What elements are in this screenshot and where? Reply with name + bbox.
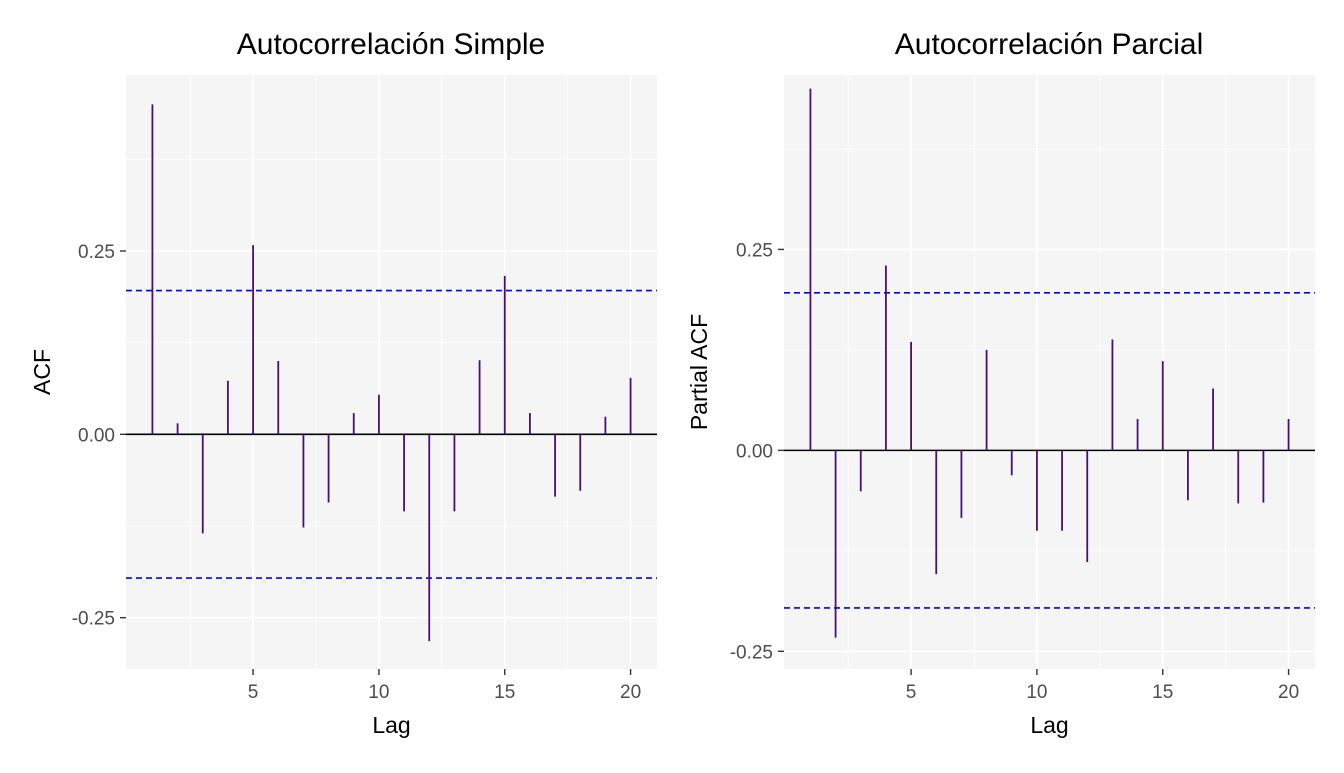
panel2-x-tick-label: 15 <box>1152 682 1173 703</box>
panel2-y-tick-label: 0.25 <box>736 240 773 261</box>
panel2-x-axis-title: Lag <box>1030 712 1068 738</box>
panel2-y-tick-label: 0.00 <box>736 441 773 462</box>
panel1-y-axis-title: ACF <box>29 349 55 395</box>
panel2-x-tick-label: 5 <box>906 682 917 703</box>
panel2-chart: 5 10 15 20 -0.25 0.00 0.25 Autocorrelación Parc… <box>686 28 1315 738</box>
panel1-x-tick-label: 20 <box>620 682 641 703</box>
panel1-y-tick-label: -0.25 <box>72 609 115 630</box>
panel2-x-tick-label: 20 <box>1278 682 1299 703</box>
panel1-panel-background <box>126 75 657 669</box>
panel2-title: Autocorrelación Parcial <box>895 28 1203 61</box>
panel1-title: Autocorrelación Simple <box>237 28 545 61</box>
panel2-panel-background <box>784 75 1315 669</box>
panel1-y-tick-label: 0.25 <box>78 242 115 263</box>
panel1-y-tick-label: 0.00 <box>78 425 115 446</box>
panel1-x-tick-label: 10 <box>368 682 389 703</box>
panel1-x-tick-label: 5 <box>248 682 259 703</box>
panel2-y-tick-label: -0.25 <box>730 642 773 663</box>
panel2-x-tick-label: 10 <box>1026 682 1047 703</box>
panel1-x-axis-title: Lag <box>372 712 410 738</box>
panel1-x-tick-label: 15 <box>494 682 515 703</box>
panel2-y-axis-title: Partial ACF <box>686 314 712 430</box>
panel1-chart: 5 10 15 20 -0.25 0.00 0.25 Autocorrelación Simp… <box>29 28 657 738</box>
